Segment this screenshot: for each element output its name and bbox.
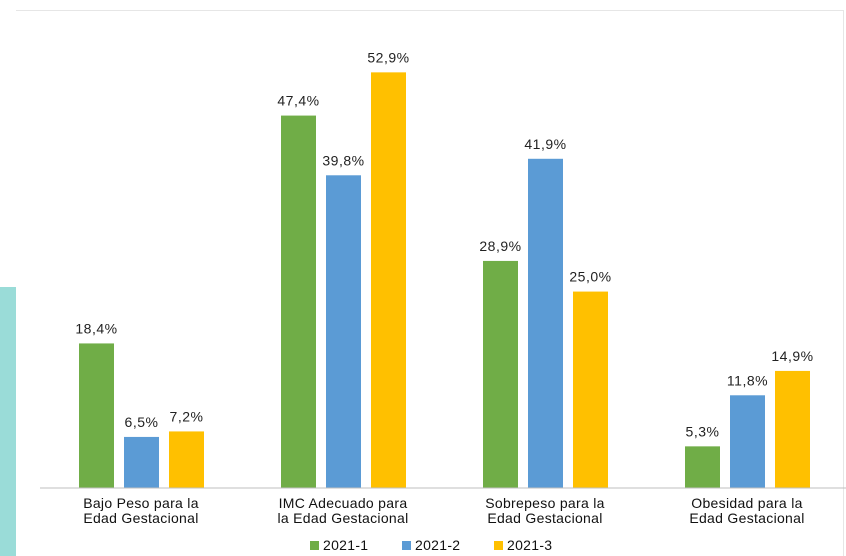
category-label-3-line-1: Sobrepeso para la bbox=[485, 495, 605, 511]
legend-label-2021-3: 2021-3 bbox=[507, 537, 552, 553]
legend-swatch-2021-3 bbox=[494, 541, 503, 550]
bar-2021-3-cat-1 bbox=[169, 431, 204, 488]
value-label-2021-1-cat-3: 28,9% bbox=[479, 238, 521, 254]
category-label-1-line-1: Bajo Peso para la bbox=[83, 495, 199, 511]
legend-label-2021-2: 2021-2 bbox=[415, 537, 460, 553]
bar-2021-2-cat-4 bbox=[730, 395, 765, 488]
value-label-2021-3-cat-2: 52,9% bbox=[367, 49, 409, 65]
value-label-2021-1-cat-2: 47,4% bbox=[277, 93, 319, 109]
category-label-2-line-1: IMC Adecuado para bbox=[279, 495, 408, 511]
category-label-3-line-2: Edad Gestacional bbox=[487, 510, 602, 526]
category-label-2-line-2: la Edad Gestacional bbox=[277, 510, 408, 526]
value-labels-group: 18,4% 6,5% 7,2% 47,4% 39,8% 52,9% 28,9% 41,9% 25… bbox=[75, 49, 813, 439]
bar-2021-1-cat-1 bbox=[79, 343, 114, 488]
bars-group bbox=[79, 72, 810, 489]
legend-swatch-2021-1 bbox=[310, 541, 319, 550]
bar-2021-2-cat-1 bbox=[124, 436, 159, 488]
value-label-2021-3-cat-1: 7,2% bbox=[170, 408, 204, 424]
left-accent-bar bbox=[0, 287, 16, 556]
value-label-2021-3-cat-4: 14,9% bbox=[771, 348, 813, 364]
value-label-2021-2-cat-4: 11,8% bbox=[727, 372, 768, 388]
chart-frame bbox=[16, 10, 844, 556]
value-label-2021-1-cat-1: 18,4% bbox=[75, 320, 117, 336]
category-label-4-line-1: Obesidad para la bbox=[691, 495, 802, 511]
value-label-2021-2-cat-1: 6,5% bbox=[125, 414, 159, 430]
value-label-2021-1-cat-4: 5,3% bbox=[686, 423, 720, 439]
value-label-2021-2-cat-3: 41,9% bbox=[524, 136, 566, 152]
category-label-1-line-2: Edad Gestacional bbox=[83, 510, 198, 526]
legend: 2021-1 2021-2 2021-3 bbox=[310, 537, 552, 553]
legend-label-2021-1: 2021-1 bbox=[323, 537, 368, 553]
legend-swatch-2021-2 bbox=[402, 541, 411, 550]
bar-2021-2-cat-2 bbox=[326, 175, 361, 489]
bar-2021-3-cat-3 bbox=[573, 291, 608, 488]
value-label-2021-3-cat-3: 25,0% bbox=[569, 269, 611, 285]
bar-2021-1-cat-4 bbox=[685, 446, 720, 488]
bar-2021-1-cat-2 bbox=[281, 115, 316, 489]
category-label-4-line-2: Edad Gestacional bbox=[689, 510, 804, 526]
bar-2021-1-cat-3 bbox=[483, 260, 518, 488]
bar-2021-3-cat-4 bbox=[775, 370, 810, 488]
bar-2021-3-cat-2 bbox=[371, 72, 406, 488]
bar-2021-2-cat-3 bbox=[528, 158, 563, 489]
value-label-2021-2-cat-2: 39,8% bbox=[322, 152, 364, 168]
